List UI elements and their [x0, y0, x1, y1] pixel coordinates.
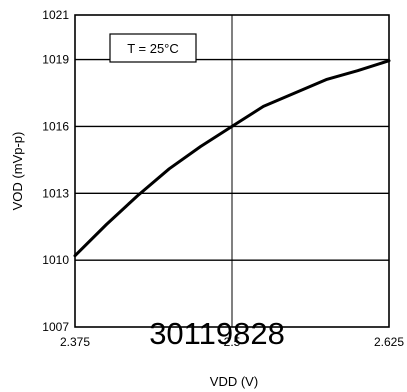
y-tick-label: 1019: [42, 53, 69, 67]
y-tick-label: 1021: [42, 8, 69, 22]
y-tick-label: 1016: [42, 119, 69, 133]
data-point: [168, 167, 171, 170]
y-tick-label: 1013: [42, 186, 69, 200]
y-axis-label: VOD (mVp-p): [10, 132, 25, 211]
y-tick-label: 1010: [42, 253, 69, 267]
data-point: [105, 223, 108, 226]
data-point: [387, 59, 391, 62]
data-point: [230, 125, 234, 128]
x-tick-label: 2.5: [224, 335, 241, 349]
data-point: [356, 69, 359, 72]
x-axis-label: VDD (V): [210, 374, 258, 389]
y-tick-label: 1007: [42, 320, 69, 334]
x-tick-label: 2.625: [374, 335, 404, 349]
annotation-text: T = 25°C: [127, 41, 179, 56]
data-point: [136, 194, 139, 197]
annotation-box: T = 25°C: [109, 33, 197, 63]
data-point: [199, 145, 202, 148]
figure-id: 30119828: [149, 316, 285, 351]
plot-frame: [74, 14, 390, 328]
y-tick-labels: 1007 1010 1013 1016 1019 1021: [42, 8, 69, 334]
series-group: [73, 59, 391, 258]
x-tick-label: 2.375: [60, 335, 90, 349]
data-point: [293, 91, 296, 95]
x-tick-labels: 2.375 2.5 2.625: [60, 335, 404, 349]
data-point: [325, 78, 328, 81]
data-point: [73, 254, 77, 257]
data-point: [262, 105, 265, 108]
